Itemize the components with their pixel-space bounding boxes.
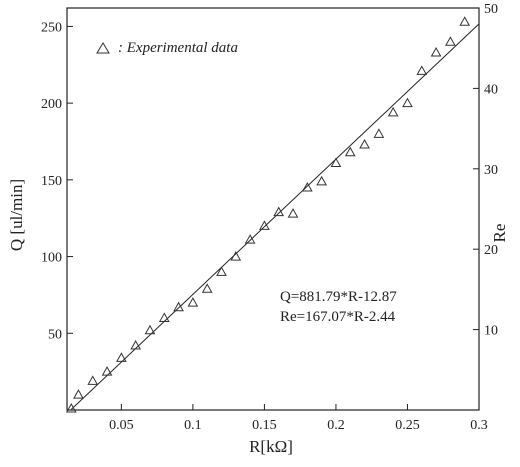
data-point <box>416 65 428 75</box>
x-tick-label: 0.25 <box>395 418 420 433</box>
data-point <box>359 139 370 149</box>
data-point <box>244 234 256 244</box>
data-point <box>65 402 77 413</box>
data-point <box>216 266 227 276</box>
x-tick-label: 0.2 <box>327 418 345 433</box>
data-point <box>273 206 285 217</box>
data-point <box>130 340 142 350</box>
data-point <box>101 366 113 376</box>
y2-axis-label: Re <box>490 224 509 243</box>
y2-tick-label: 20 <box>484 243 498 258</box>
data-point <box>116 352 127 362</box>
data-point <box>259 220 270 230</box>
data-point <box>87 375 99 385</box>
y2-tick-label: 30 <box>484 163 498 178</box>
data-point <box>344 146 356 157</box>
y2-tick-label: 10 <box>484 324 498 339</box>
legend-marker <box>96 42 110 54</box>
data-point <box>230 251 242 261</box>
fit-line <box>70 23 480 410</box>
data-points <box>65 16 471 413</box>
data-point <box>402 97 413 108</box>
data-point <box>316 175 327 186</box>
data-point <box>144 324 156 335</box>
y2-axis-ticks: 10 20 30 40 50 <box>473 2 498 339</box>
data-point <box>73 389 84 399</box>
q-equation-annotation: Q=881.79*R-12.87 <box>280 289 397 305</box>
y2-tick-label: 50 <box>484 2 498 17</box>
data-point <box>430 46 442 57</box>
data-point <box>173 301 184 312</box>
y-axis-label: Q [ul/min] <box>7 179 26 251</box>
data-point <box>387 106 399 117</box>
x-tick-label: 0.1 <box>184 418 202 433</box>
y-tick-label: 200 <box>41 97 62 112</box>
data-point <box>373 128 385 138</box>
y-tick-label: 100 <box>41 251 62 266</box>
data-point <box>330 157 342 167</box>
x-axis-label: R[kΩ] <box>249 437 293 456</box>
re-equation-annotation: Re=167.07*R-2.44 <box>280 309 396 325</box>
plot-frame <box>66 7 480 411</box>
legend-label: : Experimental data <box>118 40 238 56</box>
data-point <box>158 312 170 322</box>
data-point <box>445 36 456 46</box>
x-tick-label: 0.05 <box>109 418 134 433</box>
x-tick-label: 0.15 <box>252 418 277 433</box>
data-point <box>459 16 471 26</box>
y-tick-label: 150 <box>41 174 62 189</box>
x-axis-ticks: 0.05 0.1 0.15 0.2 0.25 0.3 <box>109 404 488 433</box>
y2-tick-label: 40 <box>484 82 498 97</box>
data-point <box>287 208 299 218</box>
y-tick-label: 250 <box>41 20 62 35</box>
y-tick-label: 50 <box>48 327 62 342</box>
data-point <box>187 297 199 307</box>
x-tick-label: 0.3 <box>470 418 488 433</box>
y-axis-ticks: 50 100 150 200 250 <box>41 20 73 342</box>
data-point <box>301 181 313 192</box>
data-point <box>201 283 213 293</box>
